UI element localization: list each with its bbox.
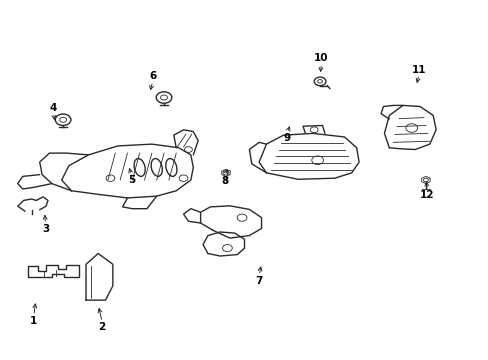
Text: 5: 5 bbox=[127, 175, 135, 185]
Text: 1: 1 bbox=[30, 316, 38, 325]
Text: 8: 8 bbox=[221, 176, 228, 186]
Text: 4: 4 bbox=[50, 103, 57, 113]
Text: 6: 6 bbox=[149, 71, 156, 81]
Text: 2: 2 bbox=[98, 322, 105, 332]
Text: 7: 7 bbox=[255, 276, 262, 286]
Text: 9: 9 bbox=[283, 133, 290, 143]
Text: 11: 11 bbox=[411, 64, 426, 75]
Text: 3: 3 bbox=[42, 225, 49, 234]
Text: 10: 10 bbox=[314, 53, 328, 63]
Text: 12: 12 bbox=[419, 190, 434, 200]
